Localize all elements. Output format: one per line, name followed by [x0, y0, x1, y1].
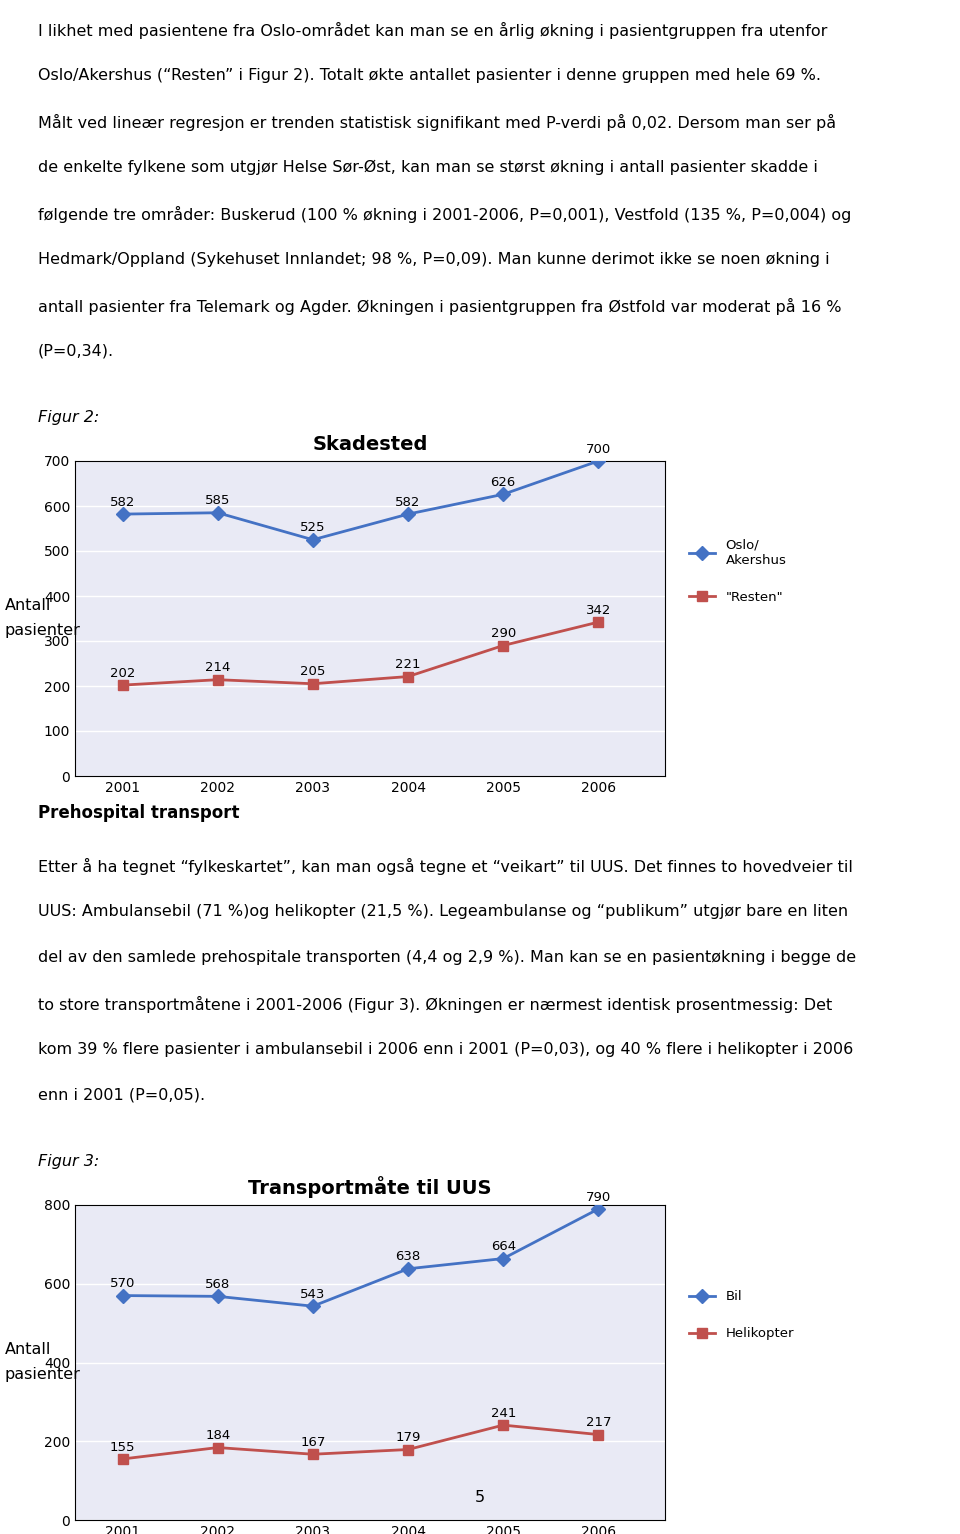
Legend: Bil, Helikopter: Bil, Helikopter [684, 1285, 800, 1345]
Text: 202: 202 [109, 667, 135, 680]
Text: pasienter: pasienter [5, 1367, 81, 1382]
Title: Transportmåte til UUS: Transportmåte til UUS [249, 1177, 492, 1198]
Text: Målt ved lineær regresjon er trenden statistisk signifikant med P-verdi på 0,02.: Målt ved lineær regresjon er trenden sta… [38, 114, 836, 130]
Text: 5: 5 [475, 1490, 485, 1505]
Text: Figur 3:: Figur 3: [38, 1154, 99, 1169]
Text: Hedmark/Oppland (Sykehuset Innlandet; 98 %, P=0,09). Man kunne derimot ikke se n: Hedmark/Oppland (Sykehuset Innlandet; 98… [38, 252, 829, 267]
Text: de enkelte fylkene som utgjør Helse Sør-Øst, kan man se størst økning i antall p: de enkelte fylkene som utgjør Helse Sør-… [38, 160, 818, 175]
Bil [497, 1249, 509, 1267]
Line: Bil: Bil [118, 1204, 603, 1312]
Text: (P=0,34).: (P=0,34). [38, 344, 114, 359]
Text: kom 39 % flere pasienter i ambulansebil i 2006 enn i 2001 (P=0,03), og 40 % fler: kom 39 % flere pasienter i ambulansebil … [38, 1042, 853, 1057]
Oslo/
Akershus [402, 505, 414, 523]
Text: 342: 342 [586, 604, 612, 617]
Helikopter [117, 1450, 129, 1468]
Text: 214: 214 [205, 661, 230, 675]
Text: 205: 205 [300, 666, 325, 678]
Text: 582: 582 [396, 495, 420, 509]
Text: 568: 568 [205, 1278, 230, 1292]
"Resten" [212, 670, 224, 689]
Oslo/
Akershus [307, 531, 319, 549]
Line: Oslo/
Akershus: Oslo/ Akershus [118, 456, 603, 545]
Text: 626: 626 [491, 476, 516, 489]
Helikopter [402, 1440, 414, 1459]
Text: antall pasienter fra Telemark og Agder. Økningen i pasientgruppen fra Østfold va: antall pasienter fra Telemark og Agder. … [38, 298, 842, 314]
Helikopter [592, 1425, 604, 1443]
Legend: Oslo/
Akershus, "Resten": Oslo/ Akershus, "Resten" [684, 534, 792, 609]
Text: 290: 290 [491, 627, 516, 640]
Text: 217: 217 [586, 1416, 612, 1430]
"Resten" [117, 676, 129, 695]
Text: Etter å ha tegnet “fylkeskartet”, kan man også tegne et “veikart” til UUS. Det f: Etter å ha tegnet “fylkeskartet”, kan ma… [38, 858, 852, 874]
Text: 543: 543 [300, 1289, 325, 1301]
Text: UUS: Ambulansebil (71 %)og helikopter (21,5 %). Legeambulanse og “publikum” utgj: UUS: Ambulansebil (71 %)og helikopter (2… [38, 904, 848, 919]
Text: enn i 2001 (P=0,05).: enn i 2001 (P=0,05). [38, 1088, 205, 1103]
Bil [117, 1287, 129, 1305]
Bil [592, 1200, 604, 1218]
Helikopter [212, 1439, 224, 1457]
Text: følgende tre områder: Buskerud (100 % økning i 2001-2006, P=0,001), Vestfold (13: følgende tre områder: Buskerud (100 % øk… [38, 206, 852, 222]
Text: 167: 167 [300, 1436, 325, 1450]
Title: Skadested: Skadested [312, 434, 428, 454]
Text: del av den samlede prehospitale transporten (4,4 og 2,9 %). Man kan se en pasien: del av den samlede prehospitale transpor… [38, 950, 856, 965]
Oslo/
Akershus [497, 485, 509, 503]
Text: I likhet med pasientene fra Oslo-området kan man se en årlig økning i pasientgru: I likhet med pasientene fra Oslo-området… [38, 21, 828, 38]
Bil [402, 1259, 414, 1278]
Text: 155: 155 [109, 1440, 135, 1454]
Bil [307, 1296, 319, 1315]
Oslo/
Akershus [117, 505, 129, 523]
Text: Figur 2:: Figur 2: [38, 410, 99, 425]
Bil [212, 1287, 224, 1305]
Helikopter [307, 1445, 319, 1463]
"Resten" [592, 614, 604, 632]
Text: Antall: Antall [5, 1342, 52, 1358]
Text: 585: 585 [205, 494, 230, 508]
Text: Prehospital transport: Prehospital transport [38, 804, 239, 822]
Text: Oslo/Akershus (“Resten” i Figur 2). Totalt økte antallet pasienter i denne grupp: Oslo/Akershus (“Resten” i Figur 2). Tota… [38, 67, 821, 83]
Text: 179: 179 [396, 1431, 420, 1443]
Oslo/
Akershus [592, 453, 604, 471]
Line: Helikopter: Helikopter [118, 1420, 603, 1463]
Text: 184: 184 [205, 1430, 230, 1442]
Text: 582: 582 [109, 495, 135, 509]
Text: 221: 221 [396, 658, 420, 672]
Line: "Resten": "Resten" [118, 617, 603, 690]
Text: 570: 570 [109, 1278, 135, 1290]
Text: Antall: Antall [5, 598, 52, 614]
Text: 638: 638 [396, 1250, 420, 1264]
Text: 700: 700 [586, 443, 611, 456]
Text: 664: 664 [491, 1239, 516, 1253]
Text: 525: 525 [300, 522, 325, 534]
"Resten" [307, 675, 319, 693]
Text: 790: 790 [586, 1190, 611, 1204]
Helikopter [497, 1416, 509, 1434]
Text: to store transportmåtene i 2001-2006 (Figur 3). Økningen er nærmest identisk pro: to store transportmåtene i 2001-2006 (Fi… [38, 996, 832, 1012]
"Resten" [402, 667, 414, 686]
Text: pasienter: pasienter [5, 623, 81, 638]
Oslo/
Akershus [212, 503, 224, 522]
Text: 241: 241 [491, 1407, 516, 1420]
"Resten" [497, 637, 509, 655]
